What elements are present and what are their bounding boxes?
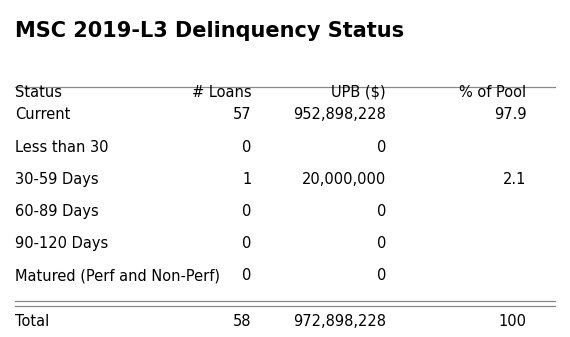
Text: UPB ($): UPB ($) xyxy=(332,85,386,99)
Text: % of Pool: % of Pool xyxy=(459,85,527,99)
Text: 0: 0 xyxy=(242,204,251,219)
Text: 97.9: 97.9 xyxy=(494,108,527,122)
Text: # Loans: # Loans xyxy=(192,85,251,99)
Text: 30-59 Days: 30-59 Days xyxy=(15,172,99,187)
Text: 2.1: 2.1 xyxy=(503,172,527,187)
Text: 90-120 Days: 90-120 Days xyxy=(15,236,109,251)
Text: 20,000,000: 20,000,000 xyxy=(302,172,386,187)
Text: Current: Current xyxy=(15,108,71,122)
Text: 0: 0 xyxy=(242,140,251,155)
Text: 58: 58 xyxy=(233,314,251,329)
Text: Matured (Perf and Non-Perf): Matured (Perf and Non-Perf) xyxy=(15,268,221,283)
Text: 60-89 Days: 60-89 Days xyxy=(15,204,99,219)
Text: 0: 0 xyxy=(242,236,251,251)
Text: 0: 0 xyxy=(377,236,386,251)
Text: 952,898,228: 952,898,228 xyxy=(293,108,386,122)
Text: Status: Status xyxy=(15,85,62,99)
Text: 0: 0 xyxy=(242,268,251,283)
Text: 57: 57 xyxy=(233,108,251,122)
Text: MSC 2019-L3 Delinquency Status: MSC 2019-L3 Delinquency Status xyxy=(15,21,405,40)
Text: 0: 0 xyxy=(377,268,386,283)
Text: 0: 0 xyxy=(377,204,386,219)
Text: 0: 0 xyxy=(377,140,386,155)
Text: 100: 100 xyxy=(499,314,527,329)
Text: 972,898,228: 972,898,228 xyxy=(293,314,386,329)
Text: Less than 30: Less than 30 xyxy=(15,140,109,155)
Text: 1: 1 xyxy=(242,172,251,187)
Text: Total: Total xyxy=(15,314,50,329)
